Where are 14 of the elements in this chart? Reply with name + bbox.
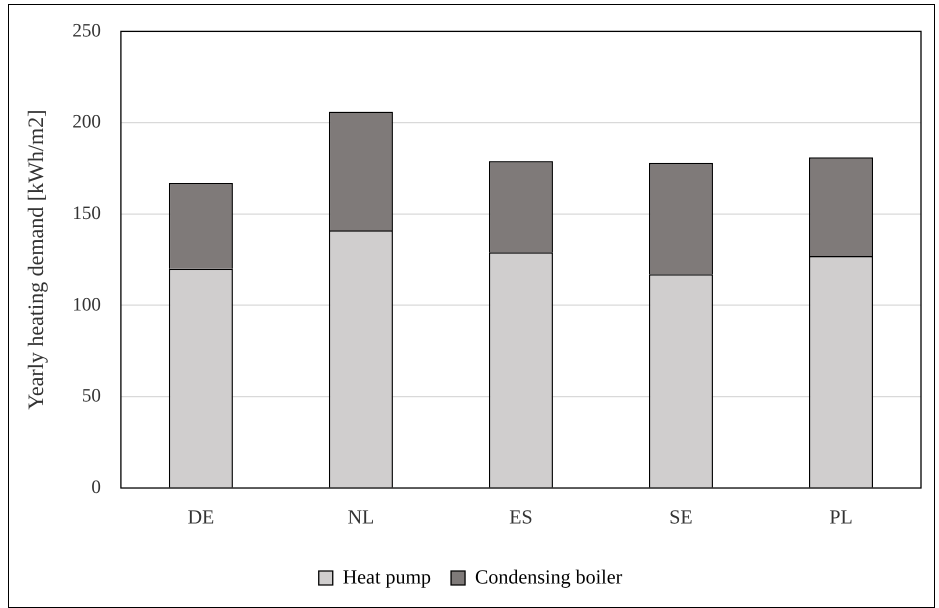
y-axis-title: Yearly heating demand [kWh/m2] (22, 110, 48, 410)
legend-label: Condensing boiler (475, 566, 623, 588)
legend-label: Heat pump (342, 566, 432, 588)
x-tick-label: ES (509, 506, 533, 528)
y-tick-label: 50 (82, 386, 101, 407)
x-tick-label: SE (669, 506, 693, 528)
y-tick-label: 200 (72, 112, 101, 133)
y-tick-label: 100 (72, 294, 101, 316)
x-tick-label: PL (829, 506, 853, 528)
x-tick-label: NL (348, 506, 374, 528)
x-tick-label: DE (188, 506, 214, 528)
y-tick-label: 150 (72, 203, 101, 224)
y-tick-label: 250 (72, 20, 101, 42)
y-tick-label: 0 (91, 476, 101, 498)
